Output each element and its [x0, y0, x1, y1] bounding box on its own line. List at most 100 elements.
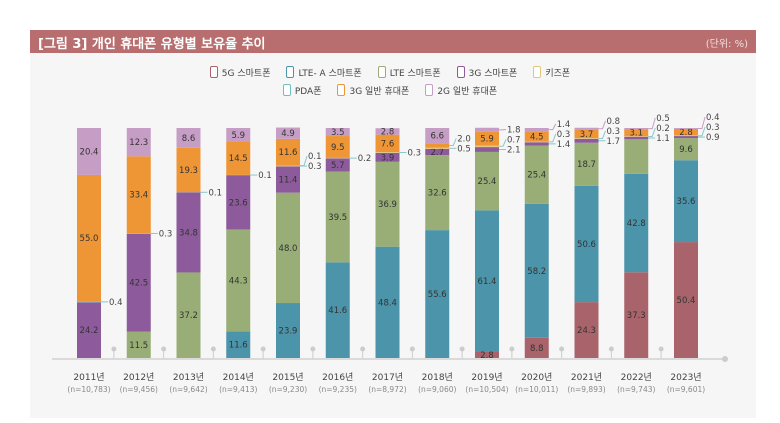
bar-segment: [276, 303, 300, 358]
bar-segment: [475, 131, 499, 146]
bar-segment: [624, 129, 649, 137]
data-label: 2.8: [480, 351, 494, 361]
bar-segment: [524, 142, 549, 146]
bar-segment: [674, 128, 698, 136]
bar-segment: [375, 128, 400, 135]
legend-item: 3G 일반 휴대폰: [337, 84, 409, 97]
axis-pin-head: [409, 346, 415, 352]
legend-label: PDA폰: [294, 86, 322, 97]
bar-segment: [524, 145, 549, 204]
data-label: 36.9: [378, 200, 397, 210]
axis-pin-head: [559, 346, 565, 352]
legend: 5G 스마트폰 LTE- A 스마트폰 LTE 스마트폰 3G 스마트폰 키즈폰 PDA…: [0, 63, 780, 99]
data-label: 23.9: [279, 327, 298, 337]
data-label: 0.3: [607, 127, 621, 137]
leader-line: [648, 117, 656, 130]
axis-pin-head: [360, 346, 366, 352]
bar-segment: [126, 233, 151, 234]
legend-item: PDA폰: [282, 84, 322, 97]
legend-label: 3G 일반 휴대폰: [349, 86, 410, 97]
phone-icon: [456, 66, 465, 78]
data-label: 4.9: [281, 129, 295, 139]
bar-segment: [77, 128, 101, 175]
bar-segment: [325, 262, 350, 358]
sample-size-label: (n=9,601): [667, 385, 705, 394]
legend-label: LTE 스마트폰: [389, 68, 441, 79]
data-label: 48.4: [378, 298, 397, 308]
data-label: 11.5: [129, 341, 148, 351]
x-tick-label: 2014년: [223, 372, 254, 383]
data-label: 24.3: [577, 326, 596, 336]
legend-item: 3G 스마트폰: [456, 66, 517, 79]
data-label: 0.2: [656, 124, 670, 134]
legend-item: LTE- A 스마트폰: [286, 66, 362, 79]
data-label: 7.6: [381, 139, 395, 149]
data-label: 11.6: [279, 148, 298, 158]
data-label: 5.9: [231, 131, 245, 141]
data-label: 1.7: [607, 137, 621, 147]
leader-line: [548, 133, 557, 143]
bar-segment: [524, 203, 549, 338]
data-label: 0.2: [358, 154, 372, 164]
bar-segment: [276, 192, 300, 304]
bar-segment: [425, 148, 450, 156]
sample-size-label: (n=9,235): [319, 385, 357, 394]
x-tick-label: 2018년: [422, 372, 453, 383]
x-tick-label: 2013년: [173, 372, 204, 383]
legend-item: LTE 스마트폰: [377, 66, 441, 79]
data-label: 25.4: [478, 177, 497, 187]
data-label: 48.0: [279, 244, 298, 254]
phone-icon: [209, 66, 218, 78]
data-label: 0.7: [507, 136, 521, 146]
bar-segment: [126, 156, 151, 234]
data-label: 55.6: [428, 290, 447, 300]
bar-segment: [176, 147, 201, 193]
bar-segment: [674, 160, 698, 243]
data-label: 9.6: [679, 145, 693, 155]
leader-line: [300, 155, 308, 167]
bar-segment: [524, 337, 549, 358]
data-label: 5.7: [331, 161, 345, 171]
sample-size-label: (n=9,060): [418, 385, 456, 394]
bar-segment: [574, 127, 599, 130]
legend-label: LTE- A 스마트폰: [298, 68, 362, 79]
data-label: 41.6: [328, 306, 347, 316]
bar-segment: [674, 135, 698, 137]
data-label: 2.8: [679, 128, 693, 138]
sample-size-label: (n=9,230): [269, 385, 307, 394]
data-label: 0.3: [408, 148, 422, 158]
data-label: 1.4: [557, 120, 571, 130]
data-label: 0.5: [656, 114, 670, 124]
data-label: 8.8: [530, 344, 544, 354]
data-label: 12.3: [129, 138, 148, 148]
leader-line: [698, 126, 706, 137]
sample-size-label: (n=10,783): [67, 385, 110, 394]
data-label: 3.5: [331, 128, 345, 138]
data-label: 50.4: [677, 296, 696, 306]
sample-size-label: (n=9,413): [219, 385, 257, 394]
bar-segment: [226, 229, 251, 332]
bar-segment: [524, 128, 549, 132]
data-label: 5.9: [480, 135, 494, 145]
bar-segment: [425, 147, 450, 149]
data-label: 58.2: [527, 267, 546, 277]
x-tick-label: 2017년: [372, 372, 403, 383]
leader-line: [698, 116, 706, 129]
bar-segment: [176, 272, 201, 358]
data-label: 0.3: [557, 130, 571, 140]
data-label: 11.6: [229, 341, 248, 351]
data-label: 23.6: [229, 198, 248, 208]
bar-segment: [375, 134, 400, 153]
data-label: 1.1: [656, 134, 670, 144]
x-tick-label: 2019년: [471, 372, 502, 383]
bar-segment: [524, 141, 549, 143]
phone-icon: [425, 84, 434, 96]
bar-segment: [276, 127, 300, 139]
data-label: 2.0: [457, 134, 471, 144]
data-label: 24.2: [80, 326, 99, 336]
bar-segment: [574, 302, 599, 358]
data-label: 0.3: [706, 123, 720, 133]
data-label: 50.6: [577, 240, 596, 250]
leader-line: [648, 127, 656, 138]
